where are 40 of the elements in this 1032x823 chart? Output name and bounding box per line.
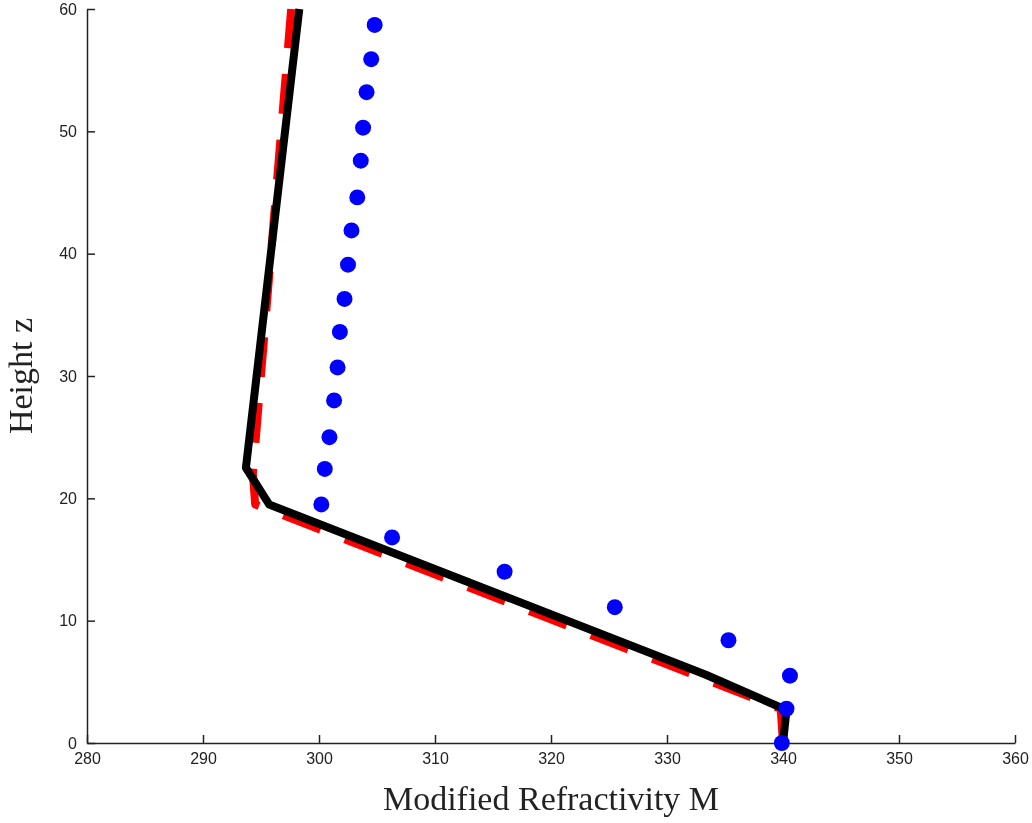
y-tick-label: 50 [59, 122, 78, 140]
point [343, 222, 360, 239]
point [606, 599, 623, 616]
point [326, 392, 343, 409]
x-tick-label: 340 [770, 750, 797, 768]
point [366, 16, 383, 33]
x-tick-label: 350 [886, 750, 913, 768]
point [336, 290, 353, 307]
y-tick-label: 10 [59, 612, 78, 630]
y-tick-label: 20 [59, 489, 78, 507]
x-tick-label: 300 [306, 750, 333, 768]
x-tick-label: 360 [1002, 750, 1029, 768]
point [778, 700, 795, 717]
point [720, 632, 737, 649]
point [352, 152, 369, 169]
x-tick-label: 330 [654, 750, 681, 768]
point [363, 51, 380, 68]
x-axis-title: Modified Refractivity M [382, 780, 720, 817]
y-tick-label: 60 [59, 0, 78, 18]
point [349, 189, 366, 206]
y-tick-label: 30 [59, 367, 78, 385]
point [321, 429, 338, 446]
y-tick-label: 40 [59, 245, 78, 263]
x-tick-label: 290 [190, 750, 217, 768]
x-tick-label: 280 [74, 750, 101, 768]
point [355, 119, 372, 136]
point [773, 735, 790, 751]
x-tick-label: 310 [422, 750, 449, 768]
point [358, 84, 375, 101]
x-tick-label: 320 [538, 750, 565, 768]
point [329, 359, 346, 376]
y-tick-label: 0 [68, 734, 78, 752]
point [384, 529, 401, 546]
point [340, 256, 356, 273]
point [316, 461, 333, 477]
point [313, 496, 330, 513]
point [781, 667, 798, 684]
point [331, 324, 348, 340]
y-axis-title: Height z [2, 317, 39, 435]
point [496, 563, 513, 580]
